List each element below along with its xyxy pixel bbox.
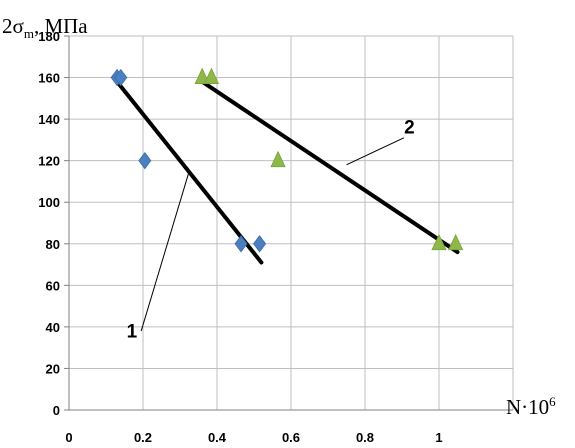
x-tick-label: 1 — [435, 430, 442, 445]
triangle-point — [270, 150, 286, 168]
x-tick-label: 0 — [65, 430, 72, 445]
x-tick-labels: 0 0.2 0.4 0.6 0.8 1 — [65, 430, 442, 445]
annotation-leader-1 — [140, 170, 190, 332]
x-axis-label: N·106 — [506, 394, 556, 419]
y-tick-label: 120 — [38, 154, 60, 169]
diamond-point — [114, 68, 128, 87]
annotation-label-2: 2 — [404, 118, 415, 139]
x-tick-label: 0.6 — [282, 430, 300, 445]
annotation-leader-2 — [346, 137, 405, 166]
y-tick-label: 100 — [38, 195, 60, 210]
diamond-point — [138, 152, 152, 170]
triangle-point — [431, 233, 447, 251]
y-tick-label: 80 — [46, 237, 60, 252]
y-tick-label: 160 — [38, 71, 60, 86]
annotations: 12 — [127, 118, 415, 343]
x-tick-label: 0.2 — [134, 430, 152, 445]
y-tick-label: 180 — [38, 29, 60, 44]
triangle-point — [448, 233, 464, 251]
triangle-point — [203, 67, 220, 84]
y-axis-label: 2σm, МПа — [2, 14, 88, 42]
y-tick-label: 140 — [38, 112, 60, 127]
diamond-point — [234, 235, 248, 253]
triangle-point — [194, 67, 210, 84]
y-tick-label: 20 — [46, 361, 60, 376]
axes — [64, 35, 513, 411]
x-tick-label: 0.4 — [208, 430, 227, 445]
grid-lines — [69, 35, 514, 410]
fit-line-2 — [200, 79, 460, 255]
y-tick-label: 40 — [46, 320, 60, 335]
data-points — [110, 67, 464, 253]
x-tick-label: 0.8 — [356, 430, 374, 445]
y-tick-label: 0 — [53, 403, 60, 418]
diamond-point — [253, 235, 267, 253]
y-tick-label: 60 — [46, 278, 60, 293]
annotation-label-1: 1 — [127, 321, 138, 342]
fit-lines — [115, 79, 460, 265]
y-tick-labels: 0 20 40 60 80 100 120 140 160 180 — [38, 29, 60, 418]
